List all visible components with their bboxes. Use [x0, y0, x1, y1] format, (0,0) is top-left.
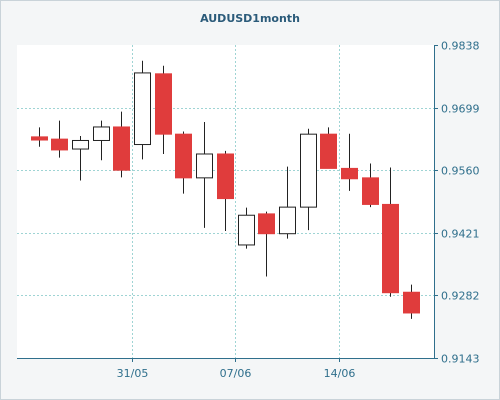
x-tick-label: 31/05 — [117, 367, 149, 380]
candle — [258, 211, 275, 277]
y-tick-labels: 0.9838 0.9699 0.9560 0.9421 0.9282 0.9143 — [434, 40, 480, 366]
candle-body — [258, 213, 275, 235]
candle — [300, 128, 317, 231]
candle-body — [155, 73, 172, 135]
candle — [155, 65, 172, 154]
x-tick-label: 14/06 — [324, 367, 356, 380]
chart-title: AUDUSD1month — [200, 12, 300, 25]
candle — [72, 135, 89, 181]
candle — [31, 127, 48, 147]
candle — [403, 284, 420, 319]
candle — [238, 207, 255, 249]
candle-body — [320, 133, 337, 169]
candle-body — [175, 133, 192, 179]
candle — [382, 167, 399, 297]
candle-body — [382, 203, 399, 294]
candle-body — [113, 126, 130, 171]
candle-body — [362, 177, 379, 205]
x-tick-label: 07/06 — [220, 367, 252, 380]
candles — [31, 60, 420, 319]
x-tick-labels: 31/05 07/06 14/06 — [117, 358, 356, 380]
candle — [279, 166, 296, 239]
candle-body — [51, 138, 68, 151]
candle — [217, 150, 234, 231]
candle — [113, 111, 130, 178]
candle-body — [196, 153, 213, 179]
candle-body — [341, 167, 358, 180]
y-tick-label: 0.9421 — [441, 228, 480, 241]
candle — [341, 133, 358, 191]
y-tick-label: 0.9699 — [441, 103, 480, 116]
y-tick-label: 0.9560 — [441, 165, 480, 178]
candle-body — [72, 139, 89, 150]
y-tick-label: 0.9838 — [441, 40, 480, 53]
candle — [175, 131, 192, 194]
candle — [51, 120, 68, 158]
candle-body — [93, 126, 110, 141]
candle — [134, 60, 151, 160]
candle-body — [403, 291, 420, 314]
candle — [93, 120, 110, 161]
candle-body — [217, 153, 234, 200]
candle — [320, 127, 337, 169]
candle-body — [279, 206, 296, 235]
candle-body — [300, 133, 317, 208]
candle-body — [31, 136, 48, 141]
y-tick-label: 0.9282 — [441, 290, 480, 303]
y-tick-label: 0.9143 — [441, 353, 480, 366]
candle-body — [238, 214, 255, 246]
candle-body — [134, 72, 151, 146]
candle — [362, 163, 379, 208]
candle — [196, 122, 213, 228]
